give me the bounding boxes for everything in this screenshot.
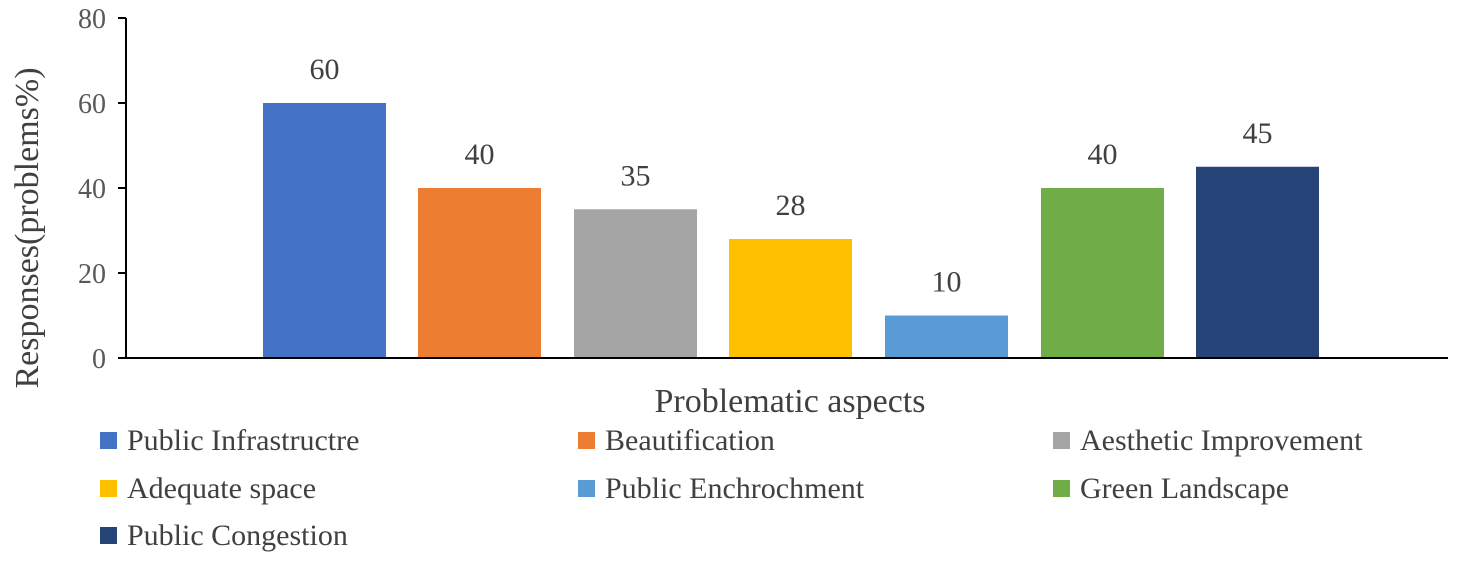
legend-swatch (100, 480, 117, 497)
x-axis-title: Problematic aspects (655, 383, 926, 420)
data-label: 35 (621, 159, 651, 192)
legend-label: Aesthetic Improvement (1080, 424, 1363, 457)
legend-label: Green Landscape (1080, 472, 1289, 505)
legend-swatch (1053, 480, 1070, 497)
legend-swatch (578, 432, 595, 449)
data-label: 28 (776, 189, 806, 222)
data-label: 10 (932, 266, 962, 299)
bar (263, 103, 386, 358)
legend-label: Adequate space (127, 472, 316, 505)
legend: Public Infrastructre Beautification Aesthe… (100, 424, 1363, 552)
bar (574, 209, 697, 358)
legend-swatch (100, 527, 117, 544)
legend-label: Public Enchrochment (605, 472, 865, 505)
data-labels: 60 40 35 28 10 40 45 (310, 53, 1273, 299)
data-label: 40 (1088, 138, 1118, 171)
data-label: 60 (310, 53, 340, 86)
legend-swatch (100, 432, 117, 449)
legend-label: Beautification (605, 424, 775, 457)
bars (263, 103, 1319, 358)
legend-label: Public Infrastructre (127, 424, 359, 457)
data-label: 40 (465, 138, 495, 171)
y-tick-label: 60 (78, 89, 106, 120)
y-axis-ticks: 0 20 40 60 80 (78, 4, 126, 375)
bar (729, 239, 852, 358)
y-tick-label: 20 (78, 259, 106, 290)
legend-label: Public Congestion (127, 519, 348, 552)
bar (418, 188, 541, 358)
data-label: 45 (1243, 117, 1273, 150)
y-tick-label: 80 (78, 4, 106, 35)
bar (885, 315, 1008, 358)
bar (1196, 166, 1319, 358)
legend-swatch (1053, 432, 1070, 449)
legend-swatch (578, 480, 595, 497)
y-tick-label: 40 (78, 174, 106, 205)
y-axis-title: Responses(problems%) (9, 67, 46, 388)
bar (1041, 188, 1164, 358)
y-tick-label: 0 (92, 344, 106, 375)
